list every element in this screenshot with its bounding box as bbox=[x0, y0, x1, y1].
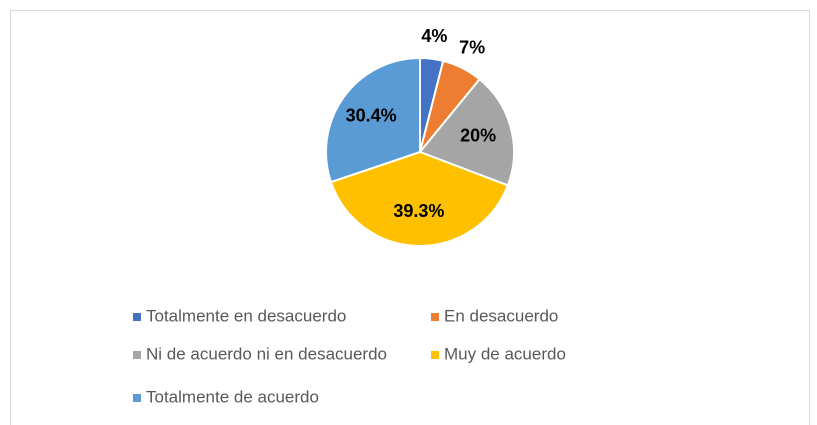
legend-marker bbox=[431, 313, 439, 321]
data-label: 4% bbox=[421, 26, 447, 46]
legend-marker bbox=[133, 313, 141, 321]
legend-label: Totalmente de acuerdo bbox=[146, 387, 319, 406]
legend-marker bbox=[133, 394, 141, 402]
pie-slice bbox=[325, 56, 421, 184]
data-label: 39.3% bbox=[393, 201, 444, 221]
legend-marker bbox=[431, 351, 439, 359]
legend-marker bbox=[133, 351, 141, 359]
legend-label: En desacuerdo bbox=[444, 306, 558, 325]
legend-label: Ni de acuerdo ni en desacuerdo bbox=[146, 344, 387, 363]
data-label: 7% bbox=[459, 38, 485, 58]
data-label: 30.4% bbox=[346, 106, 397, 126]
pie-slice bbox=[329, 150, 510, 247]
data-label: 20% bbox=[460, 125, 496, 145]
chart-border bbox=[10, 10, 810, 425]
legend-label: Muy de acuerdo bbox=[444, 344, 566, 363]
pie-slice bbox=[418, 77, 515, 187]
legend-label: Totalmente en desacuerdo bbox=[146, 306, 346, 325]
